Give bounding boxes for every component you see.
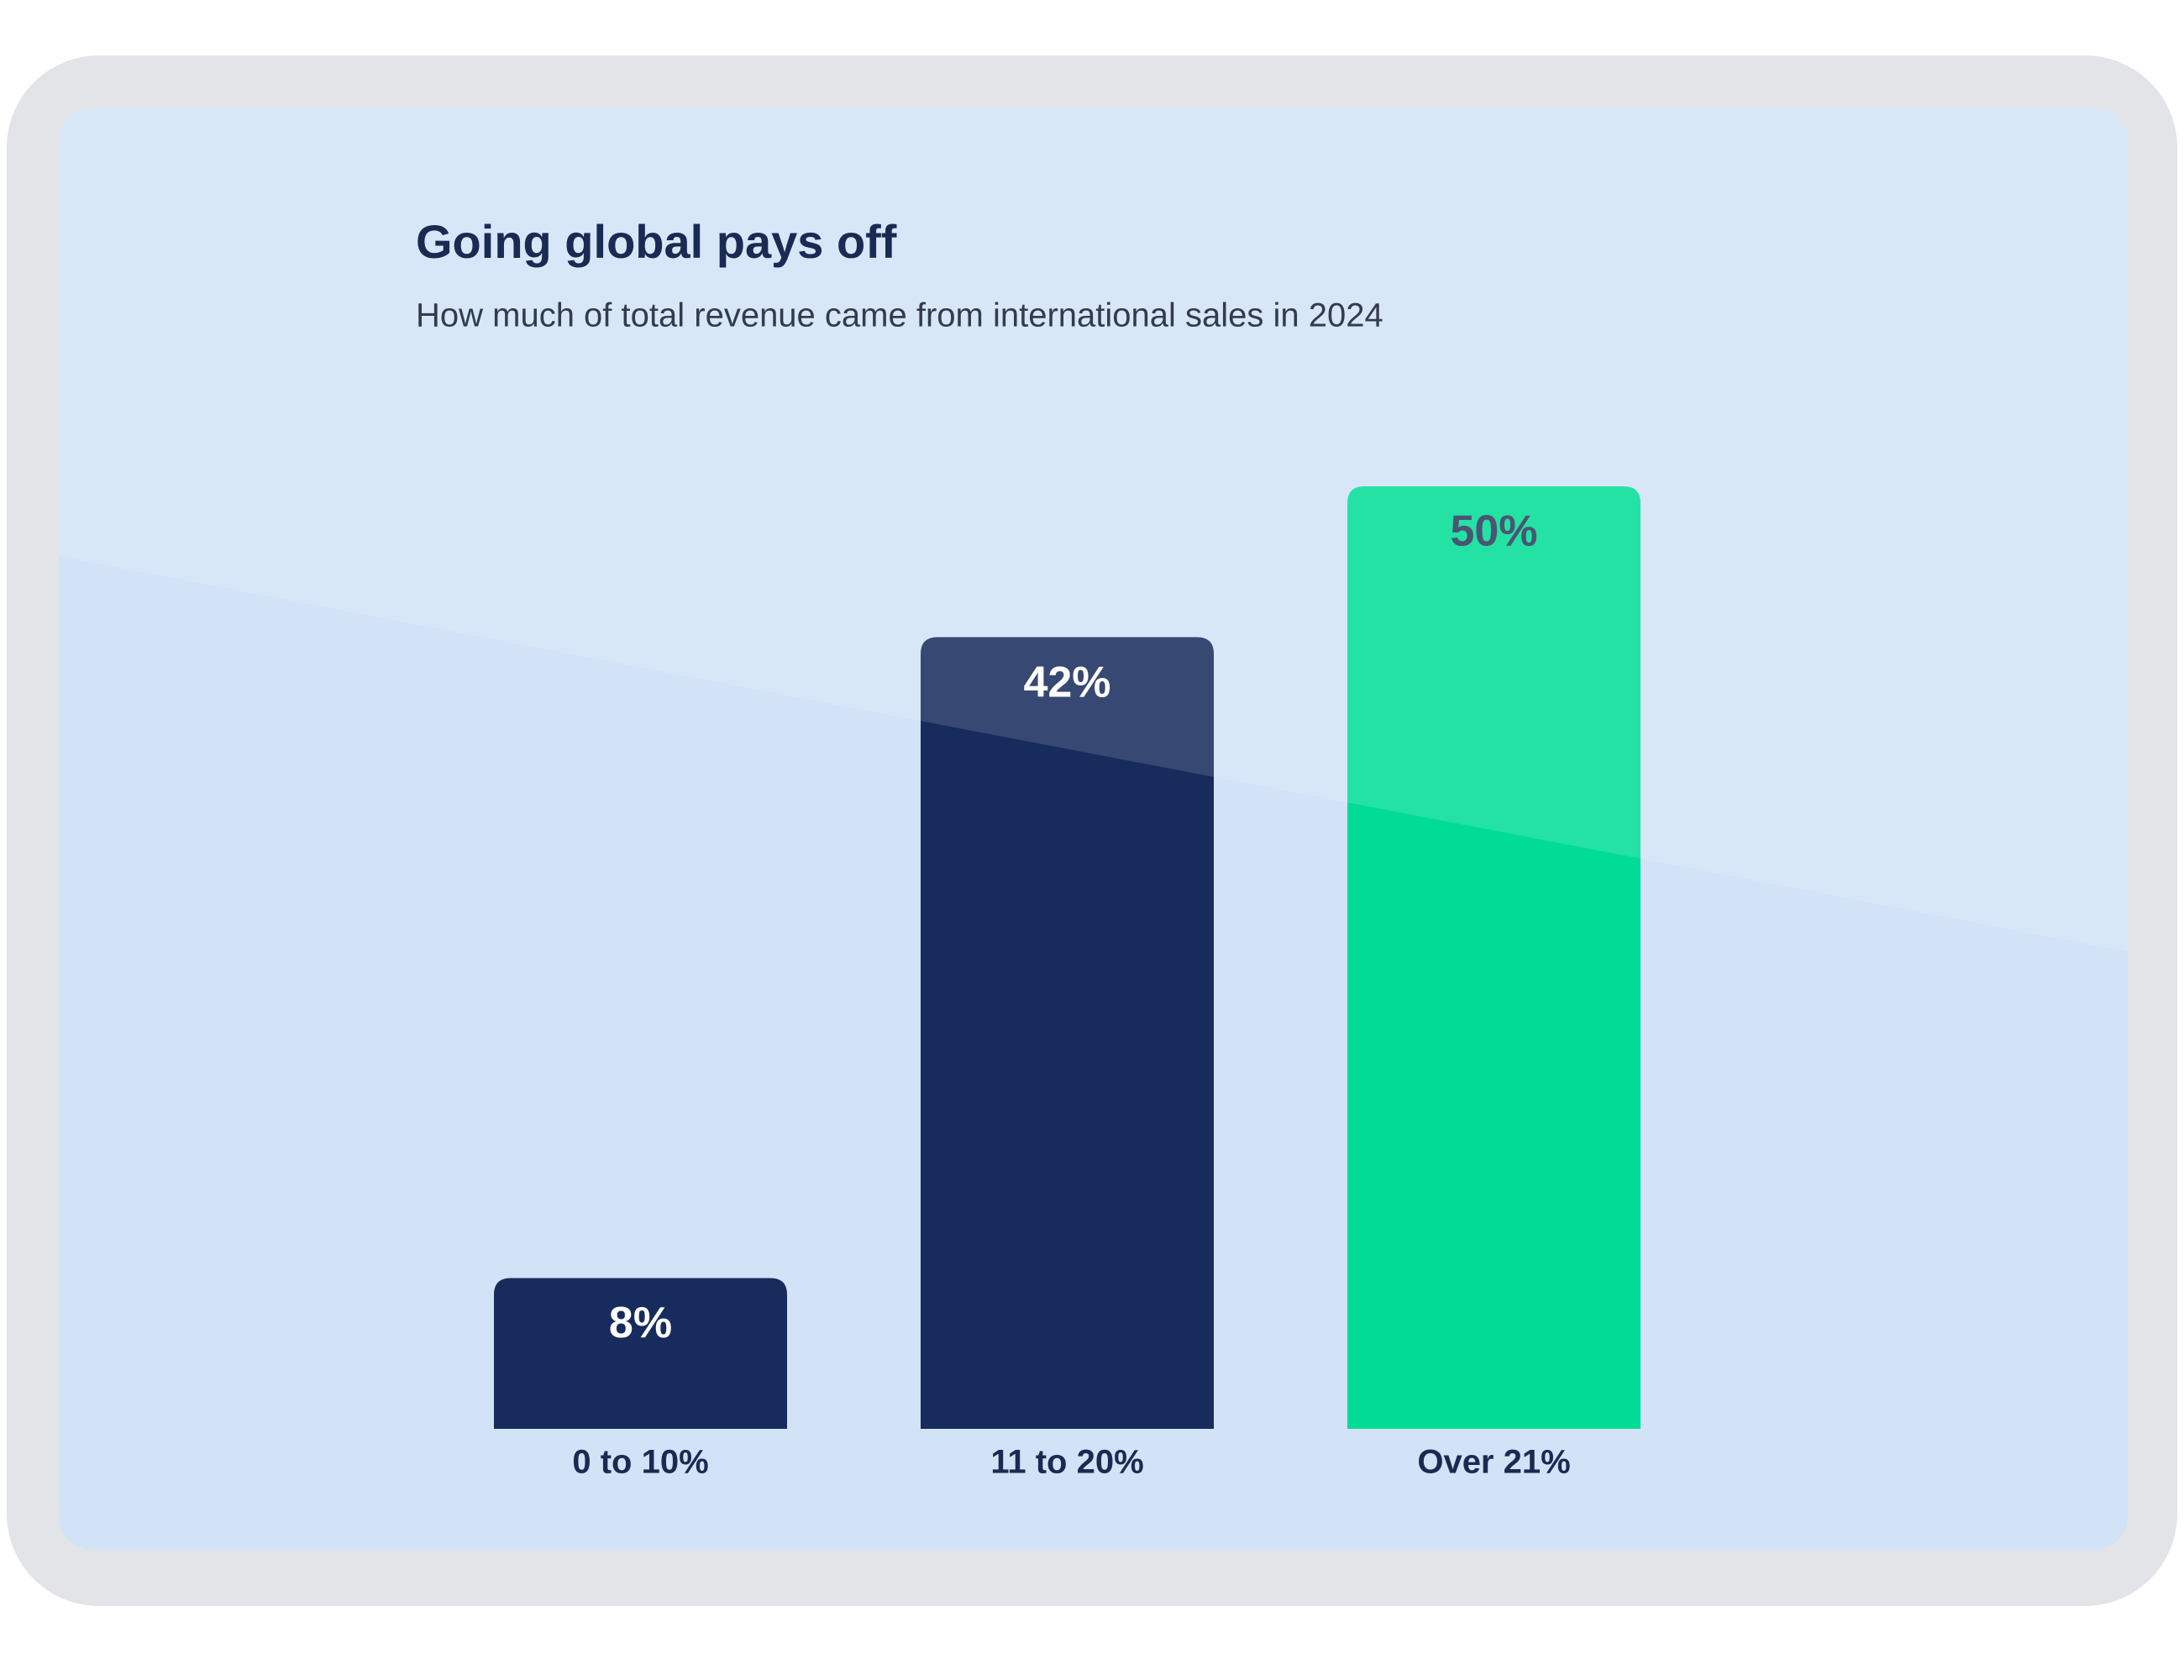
category-label: 11 to 20% (990, 1444, 1143, 1481)
category-label: 0 to 10% (572, 1444, 708, 1481)
value-label: 50% (1450, 507, 1537, 556)
bar (494, 1278, 787, 1429)
chart-title: Going global pays off (416, 215, 897, 268)
bar (921, 637, 1214, 1429)
chart-subtitle: How much of total revenue came from inte… (416, 297, 1383, 334)
chart: 8% 0 to 10% 42% 11 to 20% 50% Over 21% (494, 486, 1641, 1481)
light-sheen (59, 108, 2128, 952)
category-label: Over 21% (1417, 1444, 1570, 1481)
bar (1347, 486, 1641, 1429)
value-label: 42% (1023, 658, 1110, 706)
value-label: 8% (609, 1299, 672, 1347)
